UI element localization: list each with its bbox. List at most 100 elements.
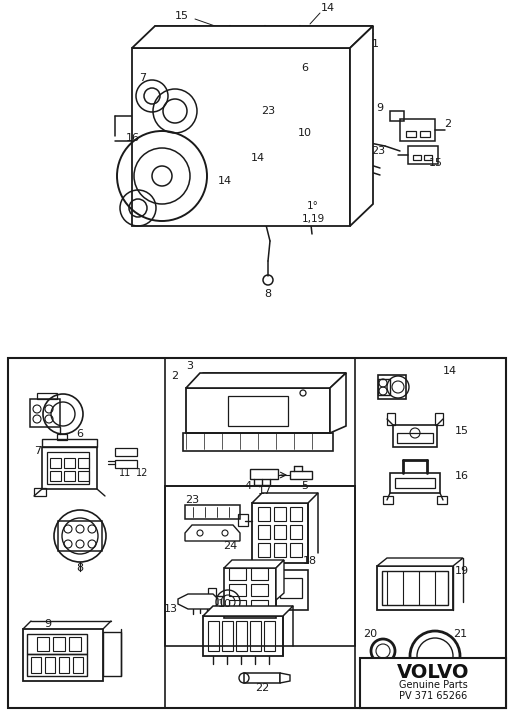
Bar xyxy=(252,503,308,563)
Bar xyxy=(244,673,280,683)
Polygon shape xyxy=(186,373,346,388)
Bar xyxy=(290,543,302,557)
Bar xyxy=(335,139,350,151)
Text: 1,19: 1,19 xyxy=(301,214,325,224)
Bar xyxy=(224,48,236,56)
Polygon shape xyxy=(252,493,318,503)
Bar xyxy=(50,471,61,481)
Bar xyxy=(103,632,121,676)
Bar xyxy=(393,425,437,447)
Bar xyxy=(0,0,514,331)
Polygon shape xyxy=(350,26,373,226)
Bar xyxy=(280,578,302,598)
Text: 19: 19 xyxy=(455,566,469,576)
Text: 23: 23 xyxy=(185,495,199,505)
Text: 8: 8 xyxy=(77,563,84,573)
Text: 7: 7 xyxy=(139,73,146,83)
Bar xyxy=(276,570,308,610)
Bar xyxy=(310,136,330,151)
Bar xyxy=(387,413,395,425)
Bar xyxy=(290,507,302,521)
Bar xyxy=(400,119,435,141)
Bar xyxy=(42,447,97,489)
Text: 12: 12 xyxy=(136,468,148,478)
Bar xyxy=(47,452,89,484)
Bar xyxy=(203,616,283,656)
Text: 2: 2 xyxy=(172,371,178,381)
Text: Genuine Parts: Genuine Parts xyxy=(399,680,467,690)
Polygon shape xyxy=(280,673,290,683)
Text: 3: 3 xyxy=(187,361,193,371)
Text: 8: 8 xyxy=(264,289,271,299)
Bar xyxy=(50,458,61,468)
Text: 15: 15 xyxy=(429,158,443,168)
Text: 4: 4 xyxy=(245,481,251,491)
Text: VOLVO: VOLVO xyxy=(397,662,469,682)
Text: 11: 11 xyxy=(119,468,131,478)
Bar xyxy=(406,131,416,137)
Bar xyxy=(45,657,55,673)
Text: 9: 9 xyxy=(44,619,51,629)
Text: 9: 9 xyxy=(376,103,383,113)
Text: 16: 16 xyxy=(126,133,140,143)
Polygon shape xyxy=(224,560,284,568)
Bar xyxy=(57,434,67,440)
Polygon shape xyxy=(132,26,373,48)
Text: 14: 14 xyxy=(218,176,232,186)
Bar xyxy=(8,358,506,708)
Text: 6: 6 xyxy=(77,429,83,439)
Bar xyxy=(274,507,286,521)
Text: 20: 20 xyxy=(363,629,377,639)
Text: 1: 1 xyxy=(372,39,378,49)
Bar xyxy=(238,514,248,526)
Bar xyxy=(236,621,247,651)
Polygon shape xyxy=(276,560,284,600)
Polygon shape xyxy=(203,606,293,616)
Bar xyxy=(424,155,432,160)
Bar xyxy=(229,600,246,612)
Bar xyxy=(258,112,278,126)
Bar xyxy=(294,48,306,56)
Bar xyxy=(229,568,246,580)
Bar xyxy=(274,543,286,557)
Text: 23: 23 xyxy=(371,146,385,156)
Bar xyxy=(78,458,89,468)
Bar xyxy=(395,478,435,488)
Bar xyxy=(413,155,421,160)
Text: 6: 6 xyxy=(302,63,308,73)
Bar xyxy=(183,433,333,451)
Text: 14: 14 xyxy=(443,366,457,376)
Bar xyxy=(64,471,75,481)
Bar xyxy=(30,399,60,427)
Bar xyxy=(258,525,270,539)
Bar xyxy=(189,48,201,56)
Bar xyxy=(37,393,57,399)
Bar xyxy=(34,488,46,496)
Text: 23: 23 xyxy=(261,106,275,116)
Bar xyxy=(186,388,330,433)
Bar xyxy=(78,471,89,481)
Bar xyxy=(69,637,81,651)
Bar xyxy=(290,471,312,479)
Bar xyxy=(383,496,393,504)
Bar xyxy=(435,413,443,425)
Bar xyxy=(228,396,288,426)
Text: 15: 15 xyxy=(455,426,469,436)
Text: 13: 13 xyxy=(164,604,178,614)
Bar xyxy=(290,525,302,539)
Bar xyxy=(208,621,219,651)
Bar xyxy=(251,600,268,612)
Bar xyxy=(251,568,268,580)
Text: 16: 16 xyxy=(455,471,469,481)
Bar xyxy=(53,637,65,651)
Polygon shape xyxy=(178,594,218,609)
Bar xyxy=(264,621,275,651)
Text: 22: 22 xyxy=(255,683,269,693)
Bar xyxy=(382,571,448,605)
Bar xyxy=(37,637,49,651)
Text: 1°: 1° xyxy=(307,201,319,211)
Bar xyxy=(390,111,404,121)
Polygon shape xyxy=(377,558,463,566)
Bar xyxy=(115,448,137,456)
Bar xyxy=(27,634,87,654)
